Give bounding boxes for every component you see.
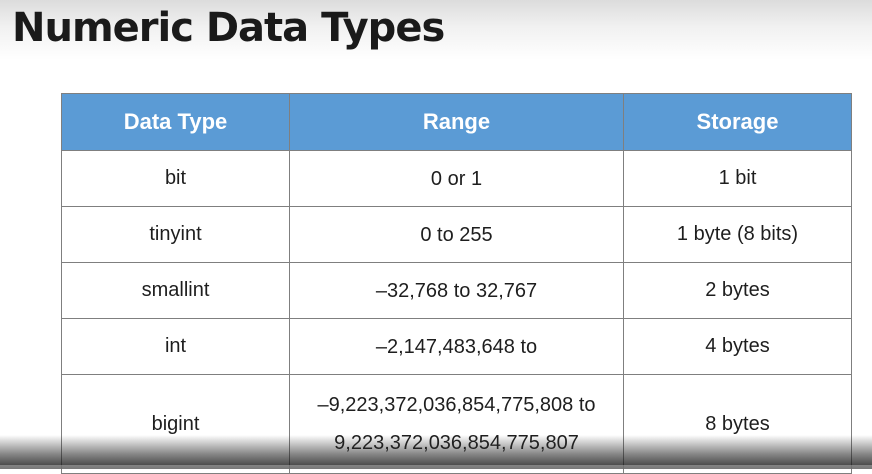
header-storage: Storage bbox=[623, 93, 852, 151]
range-text: –32,768 to 32,767 bbox=[375, 279, 538, 302]
range-text: –2,147,483,648 to bbox=[375, 335, 538, 358]
table-row: smallint –32,768 to 32,767 2 bytes bbox=[61, 262, 852, 319]
cell-storage: 1 byte (8 bits) bbox=[623, 206, 852, 263]
cell-range: 0 or 1 bbox=[289, 150, 624, 207]
range-text: 0 or 1 bbox=[430, 167, 483, 190]
table-row: tinyint 0 to 255 1 byte (8 bits) bbox=[61, 206, 852, 263]
header-data-type: Data Type bbox=[61, 93, 290, 151]
cell-data-type: smallint bbox=[61, 262, 290, 319]
cell-range: –32,768 to 32,767 bbox=[289, 262, 624, 319]
numeric-types-table: Data Type Range Storage bit 0 or 1 1 bit… bbox=[61, 93, 852, 474]
cell-data-type: int bbox=[61, 318, 290, 375]
video-controls-overlay bbox=[0, 435, 872, 469]
cell-data-type: tinyint bbox=[61, 206, 290, 263]
table-header-row: Data Type Range Storage bbox=[61, 93, 852, 151]
cell-storage: 1 bit bbox=[623, 150, 852, 207]
range-text-line-1: –9,223,372,036,854,775,808 to bbox=[317, 394, 596, 416]
cell-data-type: bit bbox=[61, 150, 290, 207]
range-text: 0 to 255 bbox=[420, 223, 493, 246]
slide-title: Numeric Data Types bbox=[12, 5, 445, 51]
header-range: Range bbox=[289, 93, 624, 151]
cell-range: –2,147,483,648 to bbox=[289, 318, 624, 375]
table-row: bit 0 or 1 1 bit bbox=[61, 150, 852, 207]
cell-range: 0 to 255 bbox=[289, 206, 624, 263]
table-row: int –2,147,483,648 to 4 bytes bbox=[61, 318, 852, 375]
video-progress-bar[interactable] bbox=[0, 465, 872, 469]
cell-storage: 2 bytes bbox=[623, 262, 852, 319]
cell-storage: 4 bytes bbox=[623, 318, 852, 375]
title-bar-background bbox=[0, 0, 872, 60]
